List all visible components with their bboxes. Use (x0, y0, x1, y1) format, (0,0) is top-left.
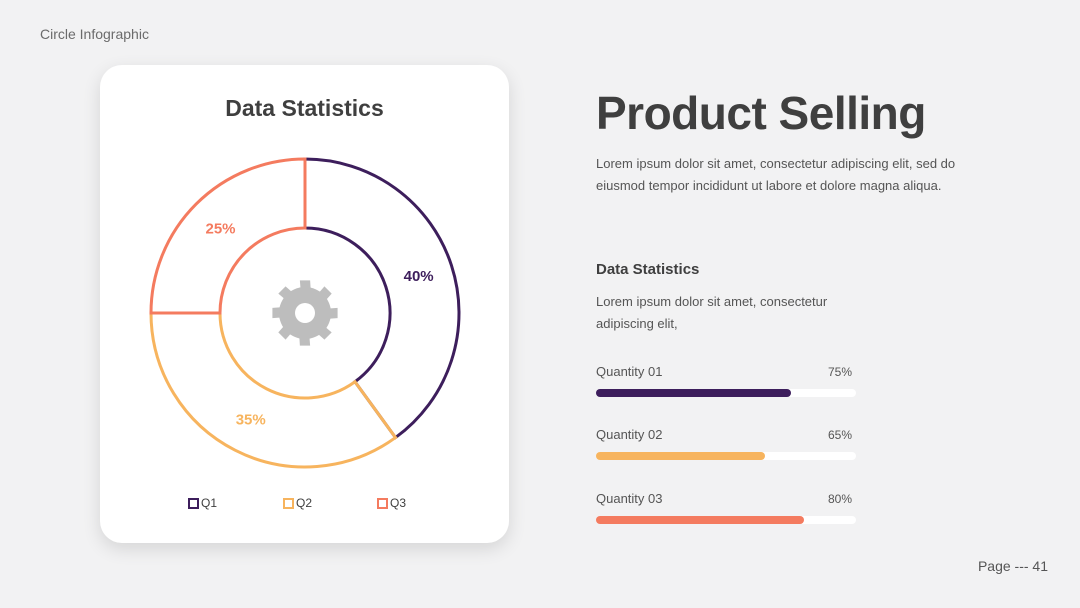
donut-chart: 40% 35% 25% (149, 157, 461, 469)
quantity-percent: 80% (827, 492, 852, 506)
quantity-row-02: Quantity 02 65% (596, 427, 856, 467)
quantity-percent: 75% (827, 365, 852, 379)
data-label-q1: 40% (404, 268, 434, 285)
stats-title: Data Statistics (596, 261, 700, 278)
page-number: Page --- 41 (977, 558, 1048, 574)
progress-fill (596, 452, 765, 460)
chart-legend: Q1 Q2 Q3 (100, 496, 509, 512)
quantity-percent: 65% (827, 428, 852, 442)
quantity-label: Quantity 03 (596, 491, 663, 506)
legend-label-q3: Q3 (390, 496, 407, 510)
legend-label-q2: Q2 (296, 496, 313, 510)
legend-label-q1: Q1 (201, 496, 218, 510)
progress-fill (596, 389, 791, 397)
slide-label: Circle Infographic (40, 26, 149, 42)
stats-description: Lorem ipsum dolor sit amet, consectetur … (596, 294, 828, 331)
legend-swatch-q2 (283, 497, 294, 509)
data-label-q3: 25% (205, 221, 235, 238)
data-label-q2: 35% (236, 411, 266, 428)
quantity-row-03: Quantity 03 80% (596, 491, 856, 531)
donut-segment-q3 (149, 157, 307, 315)
main-title: Product Selling (596, 87, 926, 139)
progress-track (596, 516, 856, 524)
donut-segment-q1 (303, 157, 461, 440)
chart-card: Data Statistics 40% 35% 25% Q1 Q2 Q3 (100, 65, 509, 543)
chart-title: Data Statistics (225, 95, 384, 121)
gear-icon (272, 280, 338, 346)
progress-track (596, 452, 856, 460)
main-description: Lorem ipsum dolor sit amet, consectetur … (596, 156, 956, 193)
quantity-row-01: Quantity 01 75% (596, 364, 856, 404)
legend-item-q2: Q2 (283, 496, 312, 510)
legend-item-q3: Q3 (377, 496, 406, 510)
progress-track (596, 389, 856, 397)
legend-item-q1: Q1 (188, 496, 217, 510)
donut-segment-q2 (149, 311, 398, 469)
quantity-label: Quantity 01 (596, 364, 663, 379)
quantity-label: Quantity 02 (596, 427, 663, 442)
legend-swatch-q3 (377, 497, 388, 509)
progress-fill (596, 516, 804, 524)
legend-swatch-q1 (188, 497, 199, 509)
